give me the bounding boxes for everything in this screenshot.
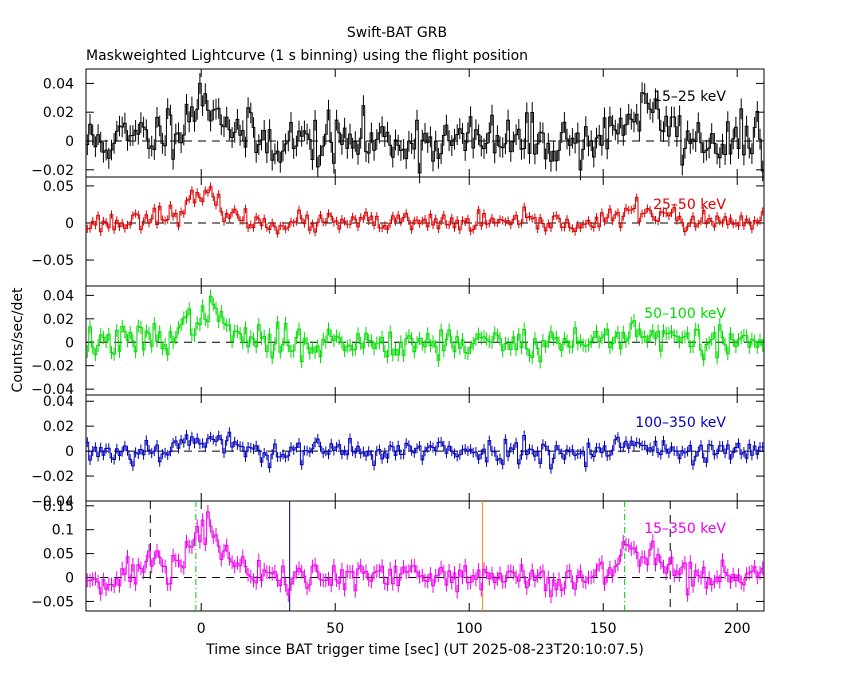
panel-100-350-kev: 0.04 0.02 0 −0.02 −0.04 100–350 keV <box>31 394 765 510</box>
y-tick-label: 0 <box>65 335 74 351</box>
lightcurve-error-bars <box>86 73 764 184</box>
y-tick-label: 0.05 <box>43 547 74 563</box>
y-tick-label: 0.04 <box>43 76 74 92</box>
x-tick-label: 50 <box>326 621 344 637</box>
y-tick-label: 0.02 <box>43 419 74 435</box>
y-tick-label: 0.04 <box>43 288 74 304</box>
panel-frame <box>85 500 765 612</box>
lightcurve-error-bars <box>86 182 764 238</box>
y-tick-label: 0.04 <box>43 394 74 410</box>
y-tick-label: 0.15 <box>43 499 74 515</box>
y-tick-label: 0.05 <box>43 179 74 195</box>
x-tick-label: 150 <box>590 621 617 637</box>
x-axis-label: Time since BAT trigger time [sec] (UT 20… <box>205 642 644 658</box>
panel-frame <box>85 176 765 287</box>
y-tick-label: 0 <box>65 134 74 150</box>
lightcurve-series <box>86 431 764 470</box>
y-tick-label: 0.02 <box>43 312 74 328</box>
x-tick-label: 0 <box>197 621 206 637</box>
chart-subtitle: Maskweighted Lightcurve (1 s binning) us… <box>86 48 528 64</box>
y-tick-label: −0.05 <box>31 594 74 610</box>
y-tick-label: 0.1 <box>52 523 74 539</box>
lightcurve-series <box>86 82 764 174</box>
y-tick-label: −0.04 <box>31 494 74 510</box>
y-tick-label: 0.02 <box>43 105 74 121</box>
panel-50-100-kev: 0.04 0.02 0 −0.02 −0.04 50–100 keV <box>31 285 765 398</box>
y-tick-label: 0 <box>65 571 74 587</box>
panel-25-50-kev: 0.05 0 −0.05 25–50 keV <box>31 176 765 287</box>
y-tick-label: −0.05 <box>31 253 74 269</box>
x-tick-label: 200 <box>724 621 751 637</box>
y-tick-label: −0.02 <box>31 163 74 179</box>
y-tick-label: −0.02 <box>31 359 74 375</box>
y-axis-label: Counts/sec/det <box>10 287 26 392</box>
lightcurve-error-bars <box>86 289 764 369</box>
y-tick-label: 0 <box>65 444 74 460</box>
band-label: 50–100 keV <box>644 306 726 322</box>
y-tick-label: −0.04 <box>31 382 74 398</box>
lightcurve-series <box>86 511 764 597</box>
band-label: 25–50 keV <box>653 197 726 213</box>
y-tick-label: 0 <box>65 216 74 232</box>
y-tick-label: −0.02 <box>31 469 74 485</box>
band-label: 15–350 keV <box>644 521 726 537</box>
x-tick-label: 100 <box>456 621 483 637</box>
chart-title: Swift-BAT GRB <box>347 25 447 41</box>
band-label: 100–350 keV <box>635 415 726 431</box>
lightcurve-error-bars <box>86 427 764 474</box>
lightcurve-error-bars <box>86 505 764 604</box>
panel-15-350-kev: 0.15 0.1 0.05 0 −0.05 15–350 keV <box>31 499 765 612</box>
panel-15-25-kev: 0.04 0.02 0 −0.02 15–25 keV <box>31 68 765 184</box>
band-label: 15–25 keV <box>653 89 726 105</box>
